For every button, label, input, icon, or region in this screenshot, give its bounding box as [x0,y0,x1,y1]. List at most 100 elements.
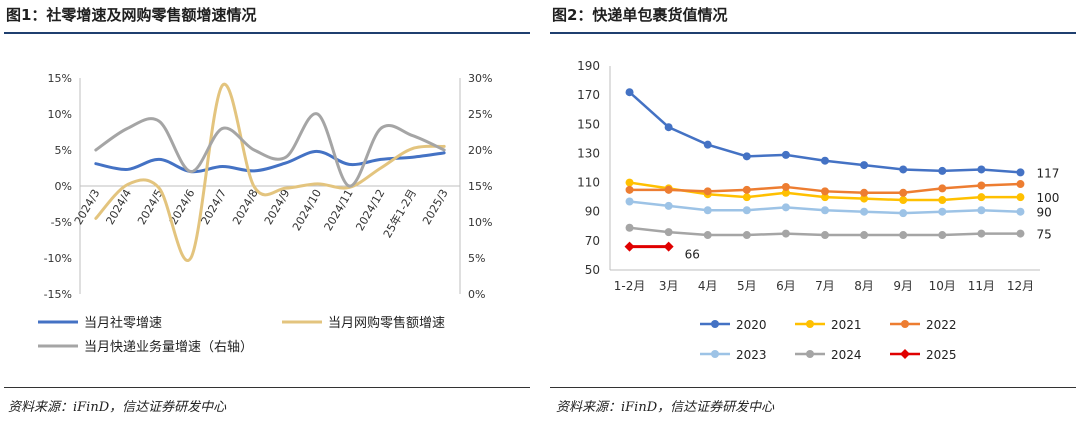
end-value-label: 117 [1036,166,1059,180]
data-point-2023 [899,209,908,218]
x-tick-label: 12月 [1007,279,1034,293]
y-tick-label: 90 [585,205,600,219]
left-figure-title: 图1：社零增速及网购零售额增速情况 [6,6,257,24]
data-point-2020 [899,165,908,174]
data-point-2020 [1016,168,1025,177]
x-tick-label: 6月 [776,279,796,293]
x-tick-label: 5月 [737,279,757,293]
data-point-2023 [703,206,712,215]
data-point-2023 [625,197,634,206]
y2-tick-label: 0% [468,288,485,301]
y-tick-label: 15% [48,72,72,85]
data-point-2023 [977,206,986,215]
x-tick-label: 2024/11 [322,187,356,233]
data-point-2021 [625,178,634,187]
left-source-note: 资料来源：iFinD，信达证券研发中心 [8,400,227,415]
legend-marker-2025 [900,349,910,359]
data-point-2024 [1016,229,1025,238]
data-point-2024 [860,231,869,240]
end-value-label: 75 [1036,228,1051,242]
data-point-2022 [781,182,790,191]
data-point-2023 [664,201,673,210]
data-point-2023 [1016,207,1025,216]
data-point-2023 [938,207,947,216]
x-tick-label: 3月 [659,279,679,293]
data-point-2020 [977,165,986,174]
data-point-2022 [625,185,634,194]
data-point-2024 [938,231,947,240]
data-point-2025 [624,241,635,252]
data-point-2020 [703,140,712,149]
data-point-2024 [703,231,712,240]
data-point-2022 [938,184,947,193]
data-point-2022 [742,185,751,194]
y2-tick-label: 5% [468,252,485,265]
data-point-2021 [742,193,751,202]
right-title-rule [550,32,1076,34]
data-point-2020 [781,150,790,159]
y-tick-label: 130 [577,146,600,160]
data-point-2020 [742,152,751,161]
legend-marker-2020 [711,320,719,328]
x-tick-label: 2024/9 [262,187,293,227]
legend-label-2022: 2022 [926,318,957,332]
end-value-label: 100 [1036,191,1059,205]
data-point-2023 [821,206,829,215]
y-tick-label: -15% [44,288,72,301]
legend-marker-2022 [901,320,909,328]
x-tick-label: 1-2月 [614,279,646,293]
legend-marker-2024 [806,350,814,358]
y-tick-label: 170 [577,88,600,102]
legend-label-3: 当月快递业务量增速（右轴） [84,339,253,355]
y2-tick-label: 30% [468,72,492,85]
y2-tick-label: 25% [468,108,492,121]
end-value-label: 90 [1036,206,1051,220]
data-point-2022 [664,185,673,194]
left-title-rule [4,32,530,34]
data-point-2020 [860,161,869,170]
data-point-2025 [663,241,674,252]
legend-label-2020: 2020 [736,318,767,332]
data-point-2020 [821,156,829,165]
legend-marker-2023 [711,350,719,358]
legend-marker-2021 [806,320,814,328]
x-tick-label: 2025/3 [420,187,451,227]
data-point-2021 [977,193,986,202]
data-point-2021 [899,196,908,205]
x-tick-label: 9月 [893,279,913,293]
y-tick-label: -10% [44,252,72,265]
legend-label-2: 当月网购零售额增速 [328,315,445,331]
data-point-2021 [821,193,829,202]
series-line-1 [94,149,446,174]
data-point-2024 [664,228,673,237]
series-line-3 [94,112,446,188]
y-tick-label: 190 [577,59,600,73]
data-point-2020 [664,123,673,132]
x-tick-label: 4月 [698,279,718,293]
x-tick-label: 8月 [854,279,874,293]
y2-tick-label: 10% [468,216,492,229]
x-tick-label: 2024/8 [230,187,261,227]
y-tick-label: 150 [577,117,600,131]
data-point-2023 [742,206,751,215]
data-point-2023 [860,207,869,216]
y-tick-label: 5% [55,144,72,157]
data-point-2020 [938,166,947,175]
left-source-rule [4,387,530,388]
y-tick-label: 0% [55,180,72,193]
data-point-2024 [781,229,790,238]
y2-tick-label: 15% [468,180,492,193]
legend-label-2025: 2025 [926,348,957,362]
data-point-2024 [742,231,751,240]
y2-tick-label: 20% [468,144,492,157]
legend-label-2024: 2024 [831,348,862,362]
right-source-rule [550,387,1076,388]
right-source-note: 资料来源：iFinD，信达证券研发中心 [556,400,775,415]
data-point-2021 [938,196,947,205]
data-point-2022 [860,188,869,197]
right-figure-title: 图2：快递单包裹货值情况 [552,6,728,24]
left-chart: 15% 10% 5% 0% -5% -10% -15% 30% 25% 20% 15% 10% 5% 0%… [38,72,492,355]
data-point-2024 [977,229,986,238]
data-point-2021 [860,194,869,203]
y-tick-label: -5% [51,216,72,229]
